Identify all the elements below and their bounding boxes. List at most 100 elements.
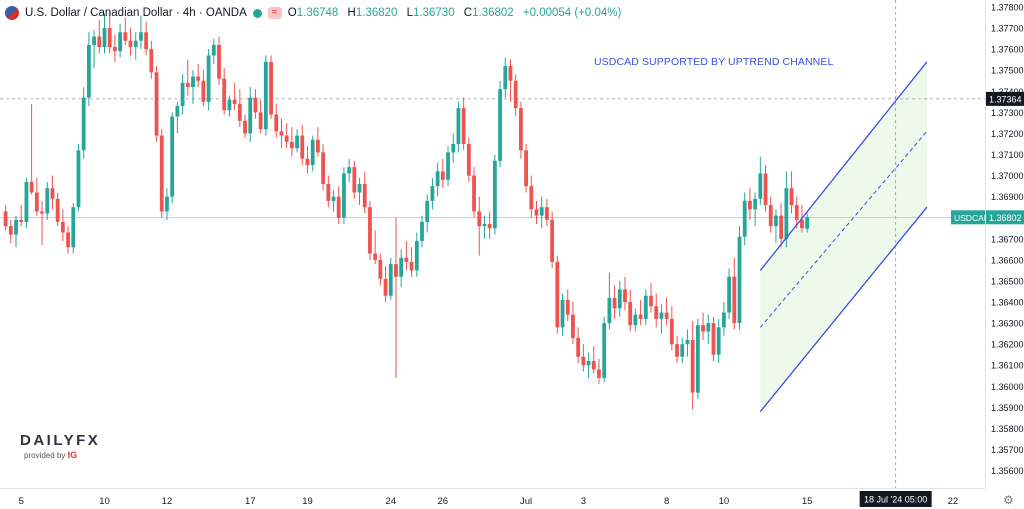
candle-body [222,78,227,111]
candle-body [92,36,96,45]
candle-body [305,158,310,166]
candle-body [659,312,664,319]
y-tick-label: 1.37700 [991,24,1024,34]
candle-body [779,215,784,239]
y-tick-label: 1.37000 [991,171,1024,181]
channel-middle-line[interactable] [759,131,928,328]
channel-fill [760,61,927,412]
candle-body [706,323,711,332]
y-tick-label: 1.35800 [991,424,1024,434]
candle-body [373,253,378,260]
candle-body [477,211,482,227]
candle-body [196,76,201,81]
y-tick-label: 1.37100 [991,150,1024,160]
x-tick-label: 15 [802,496,813,507]
candle-body [774,215,778,227]
candle-body [258,112,263,130]
candle-body [159,135,164,212]
candle-body [263,61,268,130]
candle-body [211,44,216,56]
candle-body [388,264,393,296]
candle-body [191,76,195,88]
candle-body [518,108,523,151]
x-tick-label: 10 [99,496,110,507]
candle-body [29,181,34,193]
candle-body [128,40,133,48]
candle-body [430,186,435,201]
candle-body [628,302,633,326]
candle-body [347,167,352,174]
y-tick-label: 1.37500 [991,66,1024,76]
x-tick-label: 22 [948,496,959,507]
candle-body [342,173,346,218]
candle-body [336,196,341,218]
y-tick-label: 1.35900 [991,403,1024,413]
candle-body [175,106,180,117]
candle-body [487,224,492,229]
dailyfx-logo: DAILYFX provided by IG [20,432,100,460]
candle-body [675,344,679,357]
candle-body [524,150,528,187]
crosshair-price-label: 1.37364 [989,94,1022,104]
candle-body [805,217,810,229]
candle-body [680,344,685,357]
candle-body [144,32,149,50]
candle-body [19,219,24,222]
candle-body [784,188,789,239]
high-value: 1.36820 [355,7,398,19]
candle-body [466,143,471,176]
candle-body [607,297,612,324]
y-tick-label: 1.35700 [991,445,1024,455]
candle-body [800,219,804,229]
candle-body [534,209,539,216]
candle-body [420,221,424,241]
candle-body [295,135,299,149]
y-tick-label: 1.36200 [991,340,1024,350]
candle-body [753,198,758,210]
last-price-bg [986,210,1024,225]
approx-icon[interactable]: ≈ [267,7,282,19]
symbol-title[interactable]: U.S. Dollar / Canadian Dollar · 4h · OAN… [25,7,247,19]
candle-body [560,299,565,328]
symbol-label-bg [951,210,985,225]
candle-body [721,312,726,328]
candle-body [97,36,102,48]
price-axis-bg[interactable] [985,0,1024,509]
candle-body [248,97,253,134]
candle-body [440,171,445,180]
y-tick-label: 1.37600 [991,45,1024,55]
candle-body [102,28,107,48]
channel-upper-line[interactable] [759,61,928,271]
x-tick-label: 5 [19,496,24,507]
candle-body [201,80,206,102]
gear-icon[interactable]: ⚙ [1003,493,1014,507]
candle-body [638,314,643,319]
candle-body [461,108,466,144]
channel-lower-line[interactable] [759,206,928,413]
candle-body [232,99,237,104]
x-tick-label: 10 [719,496,730,507]
x-tick-label: Jul [520,496,532,507]
ohlc-values: O1.36748 H1.36820 L1.36730 C1.36802 +0.0… [288,7,628,19]
candle-body [279,131,284,136]
candle-body [737,236,742,324]
candle-body [716,327,721,355]
candle-body [107,28,112,48]
candle-body [539,207,544,216]
y-tick-label: 1.37300 [991,108,1024,118]
candle-body [617,289,622,309]
candle-body [316,139,320,153]
candle-body [425,200,430,222]
candle-body [165,196,169,212]
candle-body [768,205,773,227]
y-tick-label: 1.37400 [991,87,1024,97]
candle-body [227,99,232,111]
x-tick-label: 19 [302,496,313,507]
candle-body [758,173,763,199]
candle-body [669,318,674,345]
candle-body [597,369,601,378]
candle-body [55,198,60,222]
candle-body [685,339,690,345]
low-key: L [406,7,414,19]
